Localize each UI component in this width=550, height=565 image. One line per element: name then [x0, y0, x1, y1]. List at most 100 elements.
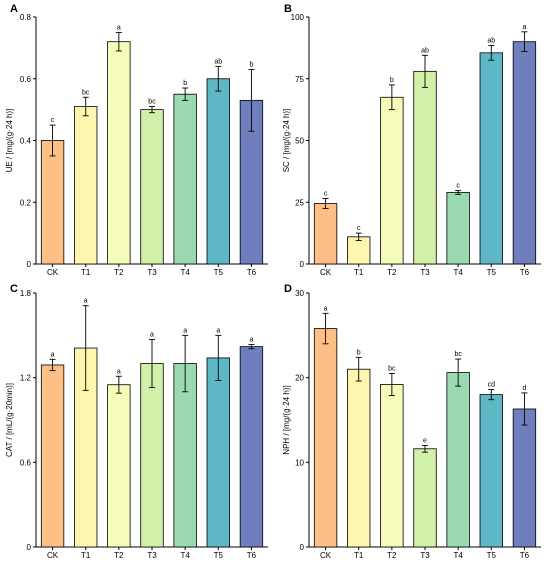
significance-letter: e — [423, 437, 427, 444]
bar-t2 — [380, 96, 404, 265]
significance-letter: a — [150, 332, 154, 339]
y-tick-label: 1.8 — [20, 289, 32, 298]
significance-letter: a — [84, 298, 88, 305]
x-tick-label: T5 — [487, 268, 497, 277]
y-tick-label: 0.2 — [20, 198, 32, 207]
panel-d: D 0 10 20 30 NPH / [mg/(g·24 h)] a CK b T1 bc T2 e T3… — [282, 283, 541, 560]
bar-ck — [313, 203, 338, 265]
significance-letter: ab — [214, 58, 222, 65]
bar-t2 — [107, 41, 131, 265]
x-tick-label: T5 — [214, 551, 224, 560]
bar-t3 — [140, 109, 164, 265]
panel-label: C — [10, 283, 18, 295]
significance-letter: bc — [454, 351, 462, 358]
x-tick-label: T5 — [214, 268, 224, 277]
x-tick-label: T4 — [180, 551, 190, 560]
significance-letter: a — [216, 327, 220, 334]
x-tick-label: T6 — [247, 551, 257, 560]
bar-t1 — [347, 368, 371, 548]
y-tick-label: 1.2 — [20, 374, 32, 383]
x-tick-label: T1 — [81, 268, 91, 277]
panel-label: A — [10, 3, 18, 15]
x-tick-label: T1 — [81, 551, 91, 560]
bar-t3 — [413, 448, 437, 548]
x-tick-label: CK — [47, 551, 59, 560]
y-tick-label: 100 — [291, 13, 305, 22]
significance-letter: ab — [487, 37, 495, 44]
significance-letter: c — [456, 182, 460, 189]
bar-t6 — [512, 41, 537, 265]
significance-letter: c — [324, 191, 328, 198]
bar-t2 — [380, 384, 404, 548]
x-tick-label: T6 — [520, 551, 530, 560]
x-tick-label: T3 — [420, 268, 430, 277]
bar-t5 — [206, 78, 230, 265]
significance-letter: a — [117, 24, 121, 31]
y-tick-label: 0.6 — [20, 458, 32, 467]
x-tick-label: T6 — [520, 268, 530, 277]
bar-t6 — [239, 346, 264, 548]
bar-t3 — [413, 70, 437, 265]
y-tick-label: 30 — [295, 289, 304, 298]
y-axis-label: NPH / [mg/(g·24 h)] — [282, 385, 291, 454]
x-tick-label: T2 — [114, 551, 124, 560]
x-tick-label: T3 — [420, 551, 430, 560]
y-tick-label: 0 — [27, 543, 32, 552]
significance-letter: a — [51, 351, 55, 358]
y-tick-label: 0.6 — [20, 75, 32, 84]
panel-label: D — [284, 283, 292, 295]
significance-letter: a — [522, 24, 526, 31]
y-tick-label: 0 — [300, 260, 305, 269]
bar-t5 — [206, 357, 230, 548]
significance-letter: b — [183, 80, 187, 87]
y-axis-label: UE / [mg/(g·24 h)] — [5, 109, 14, 173]
significance-letter: bc — [148, 99, 156, 106]
significance-letter: a — [183, 327, 187, 334]
bar-t4 — [446, 372, 470, 548]
x-tick-label: T1 — [354, 551, 364, 560]
x-tick-label: T1 — [354, 268, 364, 277]
bar-ck — [40, 140, 65, 265]
bar-t5 — [479, 394, 503, 548]
significance-letter: ab — [421, 47, 429, 54]
significance-letter: cd — [488, 382, 496, 389]
y-tick-label: 0 — [27, 260, 32, 269]
panel-a: A 0 0.2 0.4 0.6 0.8 UE / [mg/(g·24 h)] c CK bc T1 a… — [5, 3, 268, 277]
panel-b: B 0 25 50 75 100 SC / [mg/(g·24 h)] c CK c T1 b T2 ab… — [282, 3, 541, 277]
significance-letter: bc — [388, 365, 396, 372]
bar-t1 — [74, 106, 98, 265]
panel-label: B — [284, 3, 292, 15]
x-tick-label: CK — [320, 551, 332, 560]
x-tick-label: T2 — [387, 268, 397, 277]
significance-letter: a — [117, 368, 121, 375]
x-tick-label: T6 — [247, 268, 257, 277]
bar-t2 — [107, 384, 131, 548]
bar-t4 — [173, 93, 197, 265]
panel-c: C 0 0.6 1.2 1.8 CAT / [mL/(g·20min)] a CK a T1 a T2… — [5, 283, 268, 560]
significance-letter: b — [249, 61, 253, 68]
bar-t5 — [479, 52, 503, 265]
x-tick-label: T3 — [147, 268, 157, 277]
bar-ck — [313, 328, 338, 548]
y-tick-label: 0.8 — [20, 13, 32, 22]
significance-letter: c — [51, 117, 55, 124]
significance-letter: a — [324, 305, 328, 312]
y-axis-label: CAT / [mL/(g·20min)] — [5, 383, 14, 457]
bar-t4 — [446, 191, 470, 265]
y-tick-label: 0 — [300, 543, 305, 552]
y-tick-label: 50 — [295, 137, 304, 146]
bar-ck — [40, 364, 65, 548]
x-tick-label: T4 — [453, 268, 463, 277]
y-tick-label: 10 — [295, 458, 304, 467]
x-tick-label: T2 — [387, 551, 397, 560]
y-tick-label: 25 — [295, 198, 304, 207]
bar-t3 — [140, 363, 164, 548]
significance-letter: b — [357, 349, 361, 356]
y-axis-label: SC / [mg/(g·24 h)] — [282, 109, 291, 173]
y-tick-label: 0.4 — [20, 137, 32, 146]
x-tick-label: CK — [47, 268, 59, 277]
x-tick-label: T4 — [453, 551, 463, 560]
significance-letter: bc — [82, 89, 90, 96]
significance-letter: a — [249, 337, 253, 344]
